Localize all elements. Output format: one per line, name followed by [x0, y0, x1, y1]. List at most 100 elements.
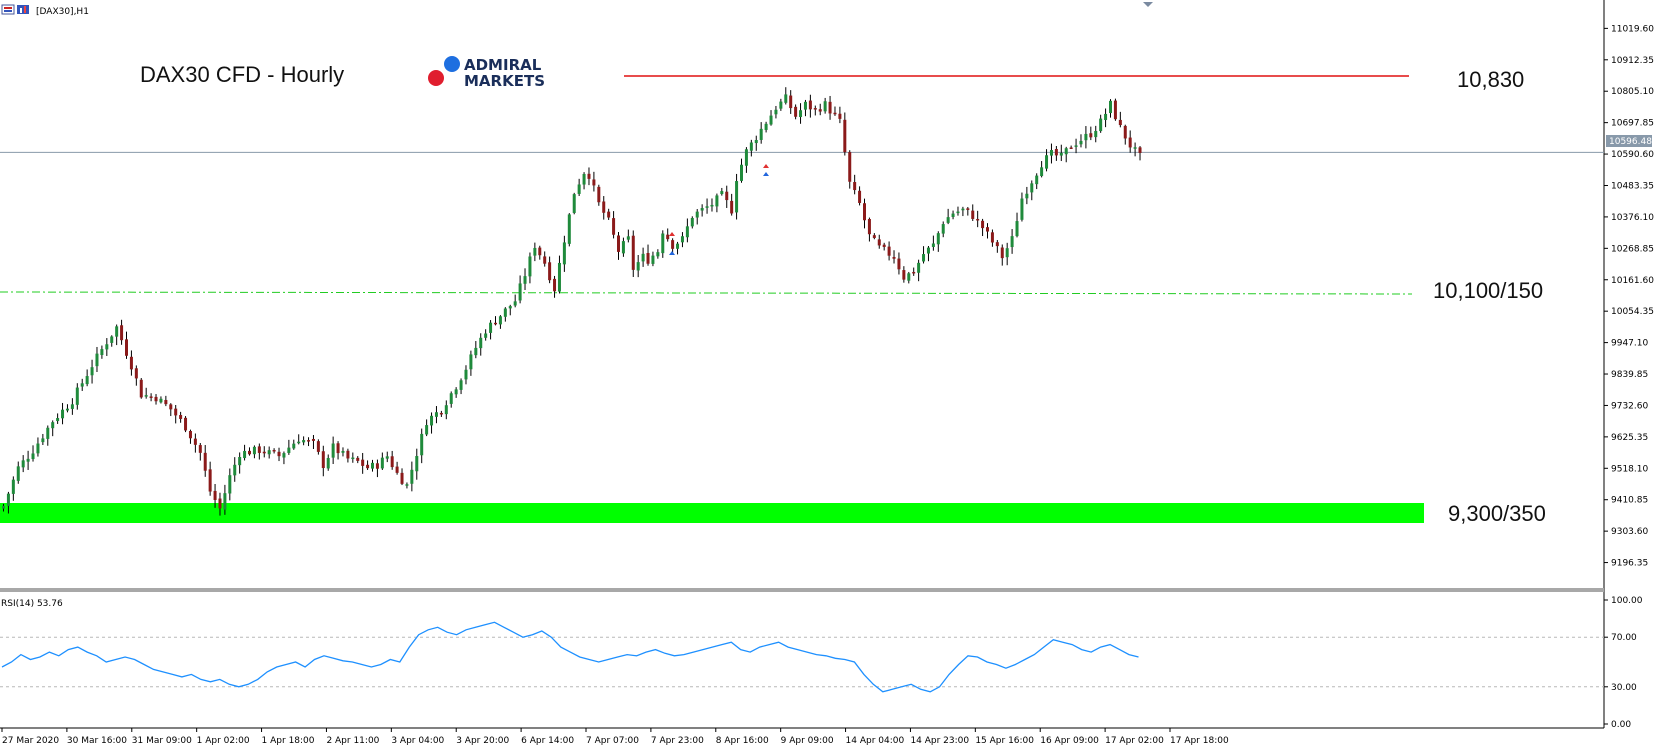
candle-body [420, 433, 424, 456]
candle [56, 413, 60, 424]
candle [759, 122, 763, 144]
candle [685, 218, 689, 243]
candle-body [740, 164, 743, 181]
candle [164, 395, 168, 407]
candle-body [656, 252, 660, 257]
candle-body [267, 450, 271, 455]
candle-body [90, 367, 94, 376]
buy-arrow-icon [763, 172, 769, 176]
candle [154, 394, 158, 405]
candle [990, 229, 994, 247]
candle [661, 230, 665, 258]
candle-body [164, 399, 168, 405]
candle [272, 448, 276, 454]
candle-body [1079, 140, 1083, 145]
candle [1138, 146, 1142, 161]
time-tick-label: 7 Apr 23:00 [651, 736, 704, 746]
sell-arrow-icon [669, 232, 675, 236]
candle-body [961, 208, 965, 211]
candle-body [971, 210, 975, 219]
time-tick-label: 1 Apr 18:00 [262, 736, 315, 746]
chart-icon[interactable] [17, 5, 29, 14]
candle [292, 439, 296, 450]
candle-body [794, 106, 798, 117]
shift-marker-icon[interactable] [1143, 2, 1153, 7]
candle [1113, 98, 1117, 121]
candle [36, 437, 40, 457]
candle [858, 186, 862, 206]
candle [867, 217, 871, 242]
candle-body [169, 404, 173, 410]
candle [70, 398, 74, 415]
candle-body [375, 463, 379, 469]
candle-body [843, 119, 847, 153]
candle [198, 443, 202, 461]
candle-body [489, 322, 493, 333]
candle [646, 244, 650, 266]
candle-body [454, 389, 458, 395]
candle-body [139, 379, 143, 398]
candle-body [553, 278, 557, 292]
candle-body [144, 395, 148, 397]
candle-body [400, 472, 404, 484]
candle [951, 210, 955, 220]
candle [577, 178, 581, 196]
candle [508, 304, 512, 316]
pane-divider[interactable] [0, 588, 1604, 592]
candle-body [759, 128, 763, 140]
candle-body [184, 417, 188, 431]
candle-body [513, 301, 517, 306]
candle [754, 135, 758, 151]
candle-body [680, 236, 684, 243]
time-tick-label: 1 Apr 02:00 [197, 736, 250, 746]
candle [1109, 99, 1112, 118]
candle [439, 410, 443, 417]
candle-body [179, 415, 183, 419]
candle-body [439, 412, 443, 415]
candle-body [277, 451, 281, 457]
candle [169, 403, 173, 417]
candle-body [705, 206, 709, 208]
flag-icon[interactable] [1, 4, 15, 15]
candle-body [110, 336, 114, 343]
price-tick-label: 9839.85 [1611, 370, 1648, 380]
candle-body [774, 109, 778, 115]
candle-body [931, 243, 935, 247]
candle [31, 445, 35, 462]
candle [626, 229, 630, 243]
candle-body [956, 211, 960, 214]
candle [405, 482, 409, 489]
candle-body [897, 258, 901, 270]
candle [385, 451, 389, 463]
candle [680, 232, 684, 248]
price-tick-label: 10590.60 [1611, 150, 1654, 160]
candle [213, 484, 217, 508]
candle [917, 259, 921, 282]
time-tick-label: 14 Apr 23:00 [910, 736, 969, 746]
candle-body [813, 108, 817, 110]
candle [267, 446, 271, 459]
candle-body [646, 252, 650, 264]
candle-body [715, 195, 719, 207]
candle [887, 241, 891, 261]
candle-body [154, 396, 158, 402]
time-tick-label: 8 Apr 16:00 [716, 736, 769, 746]
candle [715, 193, 719, 213]
candle [252, 445, 256, 459]
candle-body [1089, 133, 1093, 138]
candle [174, 404, 178, 424]
candle-body [252, 446, 256, 455]
candle-body [272, 449, 276, 452]
candle-body [1138, 147, 1142, 153]
candle [513, 294, 517, 308]
candle [129, 350, 133, 376]
candle [730, 193, 734, 216]
candle-body [744, 149, 748, 166]
candle [833, 106, 837, 116]
candle [1059, 144, 1063, 162]
resistance-label: 10,830 [1457, 67, 1524, 92]
candle-body [425, 425, 429, 435]
candle-body [51, 422, 55, 429]
price-tick-label: 10268.85 [1611, 244, 1654, 254]
candle [976, 210, 980, 228]
